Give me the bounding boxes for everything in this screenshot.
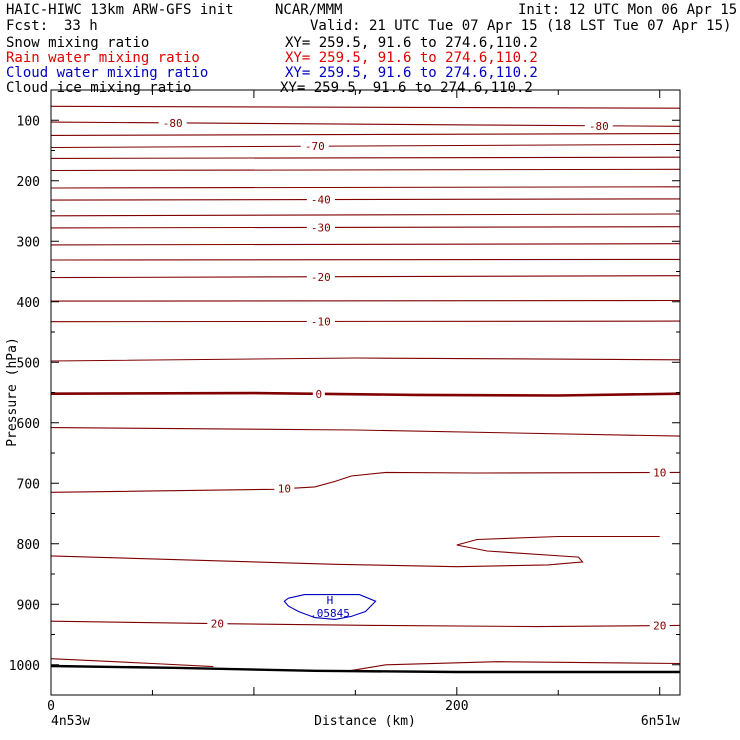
- y-tick-label: 300: [17, 235, 40, 250]
- isotherm-label: -80: [163, 117, 183, 130]
- isotherm-line: [51, 535, 660, 568]
- isotherm-label: -10: [311, 315, 331, 328]
- y-tick-label: 400: [17, 296, 40, 311]
- x-end-label: 6n51w: [641, 714, 680, 729]
- isotherm-line: [51, 156, 680, 159]
- isotherm-line: [51, 357, 680, 362]
- isotherm-label: -20: [311, 271, 331, 284]
- isotherm-line: [349, 661, 680, 672]
- isotherm-label: -40: [311, 194, 331, 207]
- isotherm-label-bg: [649, 619, 670, 632]
- y-tick-label: 100: [17, 114, 40, 129]
- isotherm-label: -80: [589, 120, 609, 133]
- x-axis-label: Distance (km): [314, 714, 416, 729]
- legend-snow: Snow mixing ratio: [6, 35, 150, 51]
- isotherm-line: [51, 320, 680, 323]
- y-tick-label: 600: [17, 417, 40, 432]
- isotherm-label: 20: [211, 618, 224, 631]
- isotherm-line: [51, 133, 680, 136]
- legend-cloud-ice: Cloud ice mixing ratio: [6, 80, 192, 96]
- x-tick-label: 0: [47, 699, 55, 714]
- forecast-label: Fcst:: [6, 18, 49, 34]
- isotherm-line: [51, 258, 680, 261]
- isotherm-label-bg: [649, 466, 670, 479]
- isotherm-line: [51, 186, 680, 189]
- y-tick-label: 500: [17, 356, 40, 371]
- isotherm-line: [51, 143, 680, 149]
- x-tick-label: 200: [445, 699, 468, 714]
- legend-cloud-ice-xy: XY= 259.5, 91.6 to 274.6,110.2: [280, 80, 533, 96]
- legend-cloud-water-xy: XY= 259.5, 91.6 to 274.6,110.2: [285, 65, 538, 81]
- isotherm-line: [51, 226, 680, 229]
- isotherm-line: [51, 105, 680, 109]
- model-title: HAIC-HIWC 13km ARW-GFS init: [6, 2, 234, 18]
- y-tick-label: 900: [17, 598, 40, 613]
- forecast-hours: 33 h: [64, 18, 98, 34]
- isotherm-label: 10: [278, 483, 291, 496]
- isotherm-line: [51, 168, 680, 172]
- isotherm-label-bg: [306, 193, 335, 206]
- isotherm-line: [51, 620, 680, 628]
- isotherm-label-bg: [306, 221, 335, 234]
- y-tick-label: 800: [17, 538, 40, 553]
- isotherm-label: 20: [653, 620, 666, 633]
- isotherm-label: 10: [653, 466, 666, 479]
- isotherm-line: [51, 213, 680, 217]
- cloud-water-contour: [283, 594, 377, 620]
- isotherm-label-bg: [584, 119, 613, 132]
- valid-time: Valid: 21 UTC Tue 07 Apr 15 (18 LST Tue …: [310, 18, 732, 34]
- isotherm-line: [51, 243, 680, 246]
- isotherm-label: -30: [311, 221, 331, 234]
- isotherm-label-bg: [312, 387, 325, 400]
- y-tick-label: 700: [17, 477, 40, 492]
- cloud-max-marker: H: [327, 594, 334, 607]
- isotherm-line: [51, 391, 680, 397]
- isotherm-label: 0: [316, 388, 323, 401]
- isotherm-label-bg: [300, 140, 329, 153]
- isotherm-label-bg: [158, 116, 187, 129]
- isotherm-line: [51, 121, 680, 127]
- isotherm-line: [51, 471, 680, 493]
- isotherm-label-bg: [274, 482, 295, 495]
- y-axis-label: Pressure (hPa): [5, 337, 20, 447]
- isotherm-line: [51, 198, 680, 201]
- org-label: NCAR/MMM: [275, 2, 343, 18]
- isotherm-label-bg: [306, 315, 335, 328]
- legend-snow-xy: XY= 259.5, 91.6 to 274.6,110.2: [285, 35, 538, 51]
- isotherm-label-bg: [207, 617, 228, 630]
- legend-rain: Rain water mixing ratio: [6, 50, 200, 66]
- ground-line: [51, 664, 680, 674]
- isotherm-line: [51, 427, 680, 437]
- isotherm-label: -70: [305, 140, 325, 153]
- y-tick-label: 200: [17, 175, 40, 190]
- legend-rain-xy: XY= 259.5, 91.6 to 274.6,110.2: [285, 50, 538, 66]
- isotherm-line: [51, 658, 214, 668]
- isotherm-label-bg: [306, 270, 335, 283]
- x-start-label: 4n53w: [51, 714, 90, 729]
- isotherm-line: [51, 275, 680, 279]
- cloud-max-value: .05845: [310, 607, 350, 620]
- isotherm-line: [51, 299, 680, 302]
- legend-cloud-water: Cloud water mixing ratio: [6, 65, 209, 81]
- init-time: Init: 12 UTC Mon 06 Apr 15: [518, 2, 738, 18]
- y-tick-label: 1000: [9, 659, 40, 674]
